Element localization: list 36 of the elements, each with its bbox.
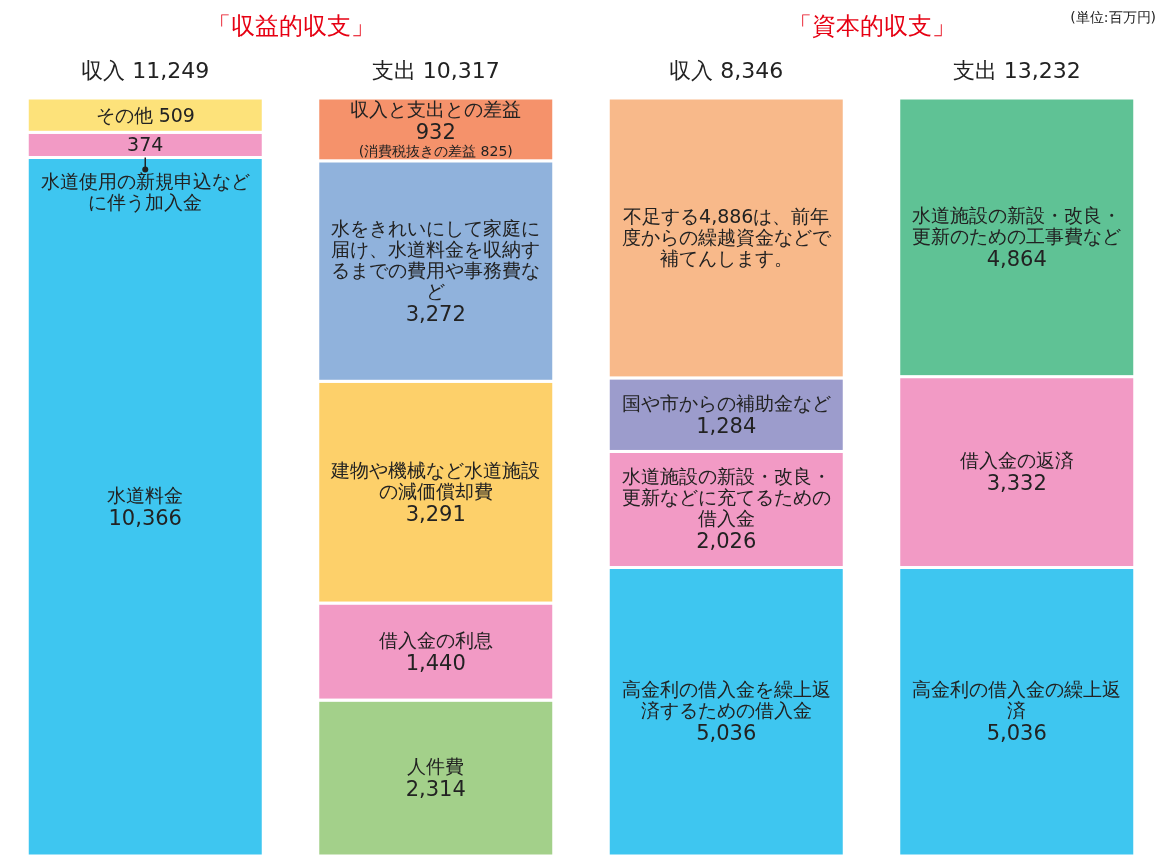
series-label: 国や市からの補助金など xyxy=(621,391,831,414)
x-tick-label: 収入 8,346 xyxy=(669,58,784,83)
data-label: 1,284 xyxy=(696,413,757,438)
series-label: 水道使用の新規申込などに伴う加入金 xyxy=(40,170,250,214)
x-tick-label: 支出 10,317 xyxy=(371,58,500,83)
x-tick-label: 支出 13,232 xyxy=(952,58,1081,83)
data-label: 5,036 xyxy=(986,721,1047,746)
series-label: 水道施設の新設・改良・更新のための工事費など xyxy=(912,203,1122,247)
data-label: 3,291 xyxy=(405,501,466,526)
series-label: 不足する4,886は、前年度からの繰越資金などで補てんします。 xyxy=(621,205,832,270)
series-label: 高金利の借入金を繰上返済するための借入金 xyxy=(621,678,831,722)
data-label: 10,366 xyxy=(108,505,182,530)
chart-title: 「資本的収支」 xyxy=(787,12,956,40)
data-label: 3,332 xyxy=(986,471,1047,496)
text: その他 509 xyxy=(95,103,195,126)
data-label: 2,314 xyxy=(405,777,466,802)
data-label: 932 xyxy=(415,119,456,144)
series-label: 借入金の返済 xyxy=(959,449,1074,472)
data-label: 1,440 xyxy=(405,650,466,675)
series-label: 高金利の借入金の繰上返済 xyxy=(912,678,1122,722)
annotation: (消費税抜きの差益 825) xyxy=(358,142,513,159)
series-label: 水道施設の新設・改良・更新などに充てるための借入金 xyxy=(621,465,831,530)
text: (単位:百万円) xyxy=(1070,9,1156,25)
data-label: 2,026 xyxy=(696,529,757,554)
series-label: 水道料金 xyxy=(107,483,184,506)
x-tick-label: 収入 11,249 xyxy=(81,58,210,83)
series-label: 水をきれいにして家庭に届け、水道料金を収納するまでの費用や事務費など xyxy=(331,216,541,302)
series-label: 人件費 xyxy=(407,755,465,778)
series-label: 建物や機械など水道施設の減価償却費 xyxy=(330,458,541,502)
series-label: 借入金の利息 xyxy=(378,628,493,651)
data-label: 3,272 xyxy=(405,301,466,326)
chart-title: 「収益的収支」 xyxy=(206,12,375,40)
data-label: 5,036 xyxy=(696,721,757,746)
data-label: 374 xyxy=(127,133,164,156)
series-label: 収入と支出との差益 xyxy=(350,97,522,120)
data-label: 4,864 xyxy=(986,246,1047,271)
